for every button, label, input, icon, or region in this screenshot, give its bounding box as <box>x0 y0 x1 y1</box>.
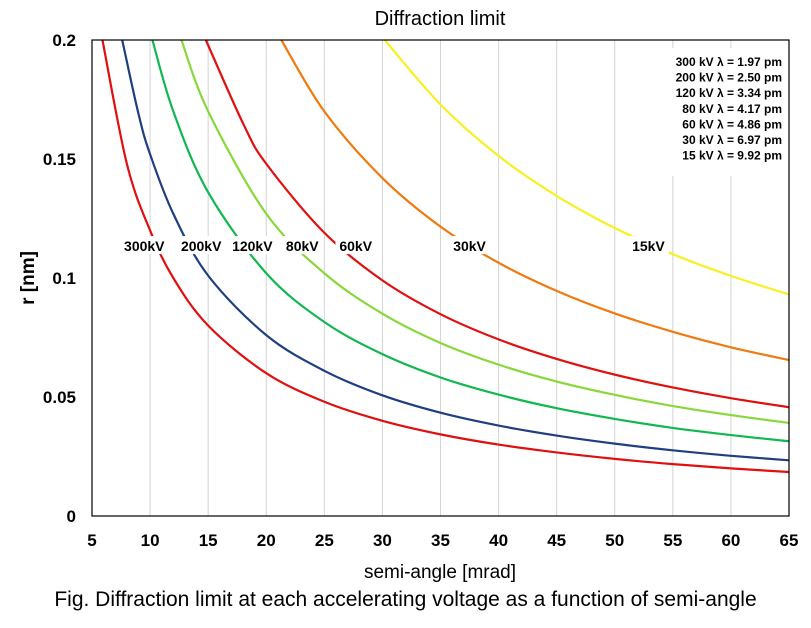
legend-entry: 60 kV λ = 4.86 pm <box>682 117 782 131</box>
diffraction-limit-chart: Diffraction limit 300kV 200kV 120kV 80kV 60k… <box>18 8 798 583</box>
x-tick-labels: 5 10 15 20 25 30 35 40 45 50 55 60 65 <box>87 531 798 550</box>
x-tick-label: 25 <box>315 531 334 550</box>
x-axis-label: semi-angle [mrad] <box>364 562 516 583</box>
legend-entry: 200 kV λ = 2.50 pm <box>676 71 782 85</box>
series-line-60kV <box>204 39 790 409</box>
y-tick-labels: 0 0.05 0.1 0.15 0.2 <box>43 31 76 526</box>
curve-label-bg <box>628 236 669 255</box>
x-tick-label: 15 <box>199 531 218 550</box>
plot-frame <box>91 39 790 517</box>
x-tick-label: 65 <box>780 531 799 550</box>
x-tick-label: 30 <box>373 531 392 550</box>
curve-label: 30kV <box>453 238 486 254</box>
legend-entry: 80 kV λ = 4.17 pm <box>682 102 782 116</box>
legend-entry: 15 kV λ = 9.92 pm <box>682 149 782 163</box>
curve-label: 200kV <box>181 238 222 254</box>
x-tick-label: 5 <box>87 531 96 550</box>
curve-label-bg <box>282 236 323 255</box>
x-tick-label: 45 <box>547 531 566 550</box>
curve-label: 120kV <box>232 238 273 254</box>
series-line-15kV <box>383 39 790 296</box>
series-line-200kV <box>121 39 790 462</box>
figure-caption: Fig. Diffraction limit at each accelerat… <box>54 588 757 611</box>
curve-label: 60kV <box>339 238 372 254</box>
y-tick-label: 0 <box>67 507 76 526</box>
legend-entry: 30 kV λ = 6.97 pm <box>682 133 782 147</box>
curve-labels: 300kV 200kV 120kV 80kV 60kV 30kV 15kV <box>119 236 669 255</box>
series-line-120kV <box>151 39 790 443</box>
curve-label: 80kV <box>286 238 319 254</box>
curve-label-bg <box>119 236 169 255</box>
y-tick-label: 0.2 <box>52 31 76 50</box>
y-tick-label: 0.05 <box>43 388 76 407</box>
legend-entry: 120 kV λ = 3.34 pm <box>676 86 782 100</box>
x-tick-label: 50 <box>605 531 624 550</box>
legend-entry: 300 kV λ = 1.97 pm <box>676 55 782 69</box>
x-tick-label: 35 <box>431 531 450 550</box>
series-line-80kV <box>180 39 790 425</box>
curve-label: 15kV <box>632 238 665 254</box>
series-lines <box>101 39 790 474</box>
legend: 300 kV λ = 1.97 pm 200 kV λ = 2.50 pm120 … <box>646 48 784 176</box>
curve-label-bg <box>176 236 226 255</box>
x-tick-label: 10 <box>141 531 160 550</box>
y-tick-label: 0.1 <box>52 269 76 288</box>
x-tick-label: 20 <box>257 531 276 550</box>
y-tick-label: 0.15 <box>43 150 76 169</box>
curve-label: 300kV <box>124 238 165 254</box>
curve-label-bg <box>449 236 490 255</box>
x-tick-label: 55 <box>663 531 682 550</box>
legend-box <box>646 48 784 176</box>
x-tick-label: 60 <box>721 531 740 550</box>
series-line-300kV <box>101 39 790 474</box>
x-tick-label: 40 <box>489 531 508 550</box>
series-line-30kV <box>280 39 790 362</box>
curve-label-bg <box>335 236 376 255</box>
curve-label-bg <box>227 236 277 255</box>
y-axis-label: r [nm] <box>18 251 39 305</box>
chart-title: Diffraction limit <box>375 8 506 30</box>
